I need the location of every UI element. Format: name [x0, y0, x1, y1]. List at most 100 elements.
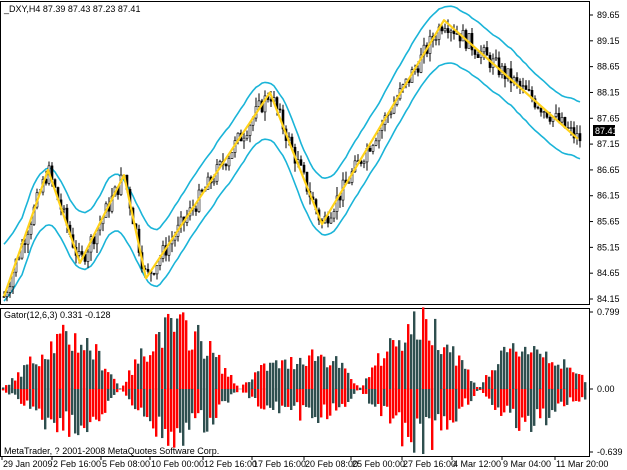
gator-lower-bar: [512, 389, 515, 409]
price-tick-label: 87.15: [597, 139, 620, 149]
gator-upper-bar: [71, 350, 74, 389]
gator-upper-bar: [125, 381, 128, 389]
candle-body: [434, 39, 438, 41]
gator-upper-bar: [158, 332, 161, 389]
gator-lower-bar: [518, 389, 521, 431]
candle-body: [335, 195, 339, 212]
gator-upper-bar: [527, 354, 530, 389]
gator-lower-bar: [80, 389, 83, 426]
price-panel[interactable]: _DXY,H4 87.39 87.43 87.23 87.41 89.6589.…: [0, 1, 620, 305]
gator-upper-bar: [47, 359, 50, 389]
gator-lower-bar: [560, 389, 563, 402]
gator-upper-bar: [533, 346, 536, 389]
gator-lower-bar: [17, 389, 20, 400]
gator-lower-bar: [188, 389, 191, 430]
gator-upper-bar: [107, 372, 110, 389]
price-tick-label: 86.65: [597, 165, 620, 175]
gator-upper-bar: [380, 365, 383, 389]
candle-body: [242, 137, 246, 142]
gator-lower-bar: [236, 389, 239, 393]
gator-lower-bar: [533, 389, 536, 426]
candle-body: [245, 135, 249, 139]
gator-lower-bar: [254, 389, 257, 398]
gator-panel-frame: [0, 308, 590, 457]
gator-upper-bar: [98, 350, 101, 389]
gator-lower-bar: [83, 389, 86, 429]
gator-upper-bar: [395, 346, 398, 389]
candle-body: [416, 68, 420, 73]
price-panel-header: _DXY,H4 87.39 87.43 87.23 87.41: [3, 4, 140, 14]
gator-lower-bar: [302, 389, 305, 406]
gator-lower-bar: [233, 389, 236, 393]
gator-lower-bar: [344, 389, 347, 407]
gator-lower-bar: [167, 389, 170, 446]
gator-panel[interactable]: Gator(12,6,3) 0.331 -0.128 0.799 0.00 -0.6…: [0, 307, 623, 457]
gator-lower-bar: [359, 389, 362, 391]
candle-body: [539, 107, 543, 113]
candle-body: [527, 89, 531, 91]
gator-axis: 0.799 0.00 -0.639: [589, 307, 623, 457]
gator-upper-bar: [287, 368, 290, 389]
gator-lower-bar: [524, 389, 527, 422]
gator-lower-bar: [548, 389, 551, 418]
candle-body: [419, 54, 423, 73]
gator-upper-bar: [23, 365, 26, 389]
gator-lower-bar: [539, 389, 542, 419]
price-tick-label: 85.65: [597, 217, 620, 227]
gator-lower-bar: [155, 389, 158, 437]
time-tick-label: 27 Feb 16:00: [403, 459, 456, 469]
gator-lower-bar: [308, 389, 311, 408]
gator-upper-bar: [92, 359, 95, 389]
time-tick-label: 25 Feb 00:00: [352, 459, 405, 469]
gator-tick-label: 0.00: [597, 384, 615, 394]
gator-lower-bar: [179, 389, 182, 433]
candle-body: [23, 243, 27, 245]
gator-upper-bar: [20, 376, 23, 389]
gator-lower-bar: [500, 389, 503, 416]
gator-upper-bar: [437, 350, 440, 389]
gator-lower-bar: [338, 389, 341, 408]
gator-upper-bar: [494, 370, 497, 389]
gator-lower-bar: [260, 389, 263, 409]
gator-lower-bar: [230, 389, 233, 395]
candle-body: [542, 111, 546, 113]
candle-body: [77, 251, 81, 256]
gator-upper-bar: [491, 370, 494, 389]
gator-upper-bar: [320, 354, 323, 389]
time-tick-label: 5 Feb 08:00: [102, 459, 150, 469]
gator-upper-bar: [410, 334, 413, 389]
candle-body: [5, 292, 9, 297]
gator-lower-bar: [320, 389, 323, 418]
candle-body: [470, 33, 474, 51]
gator-upper-bar: [221, 373, 224, 389]
gator-lower-bar: [8, 389, 11, 395]
gator-lower-bar: [59, 389, 62, 419]
zigzag-line: [2, 19, 579, 297]
gator-upper-bar: [377, 353, 380, 389]
gator-upper-bar: [335, 356, 338, 389]
gator-upper-bar: [551, 362, 554, 389]
gator-upper-bar: [515, 351, 518, 389]
gator-upper-bar: [548, 363, 551, 389]
candle-body: [194, 208, 198, 212]
gator-lower-bar: [377, 389, 380, 404]
gator-lower-bar: [215, 389, 218, 418]
gator-upper-bar: [185, 320, 188, 389]
candle-body: [2, 296, 6, 298]
gator-upper-bar: [368, 377, 371, 389]
gator-upper-bar: [290, 357, 293, 389]
gator-lower-bar: [101, 389, 104, 415]
candle-body: [227, 158, 231, 167]
gator-upper-bar: [140, 348, 143, 389]
candle-body: [374, 140, 378, 146]
gator-upper-bar: [65, 331, 68, 389]
gator-lower-bar: [440, 389, 443, 431]
gator-lower-bar: [194, 389, 197, 419]
gator-lower-bar: [65, 389, 68, 412]
gator-upper-bar: [419, 339, 422, 389]
gator-upper-bar: [455, 365, 458, 389]
gator-upper-bar: [155, 334, 158, 389]
gator-lower-bar: [23, 389, 26, 406]
gator-lower-bar: [536, 389, 539, 410]
